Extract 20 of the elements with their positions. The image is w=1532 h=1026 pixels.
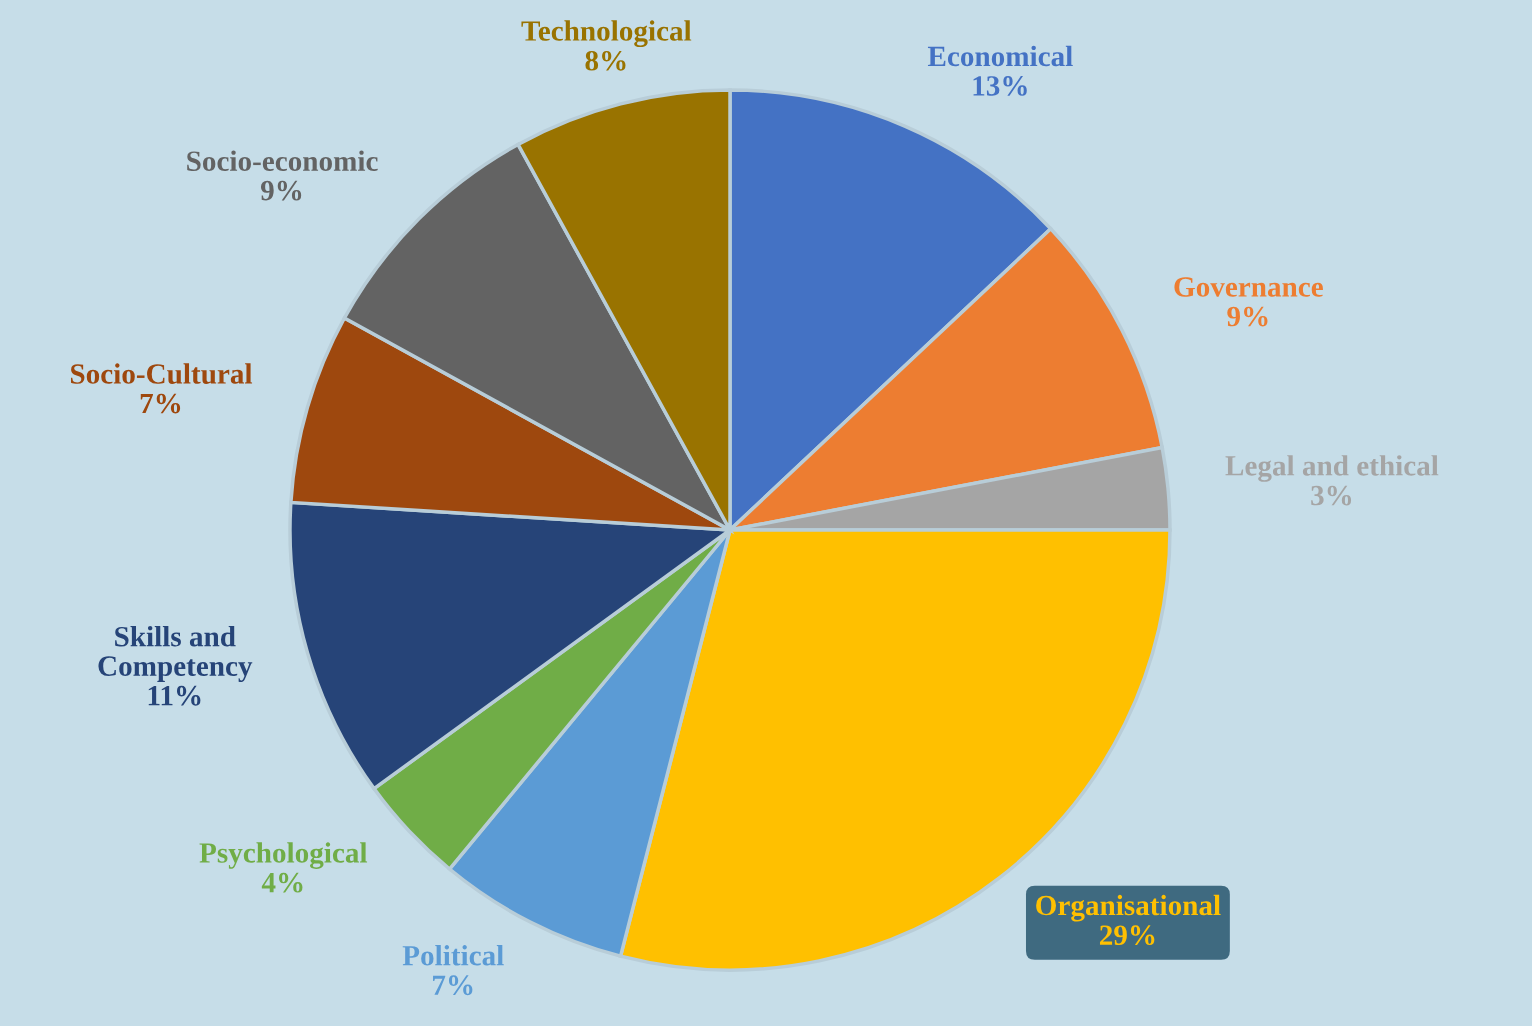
data-label: 13% — [973, 76, 1027, 96]
slice-label: Technological — [521, 20, 692, 48]
data-label: 3% — [1311, 485, 1352, 506]
slice-label: Economical — [927, 45, 1073, 67]
slice-label: Political — [402, 945, 504, 966]
data-label: 7% — [433, 975, 473, 996]
slice-label: Psychological — [199, 842, 368, 869]
slice-label: Socio-Cultural — [71, 363, 253, 384]
slice-label: Governance — [1174, 277, 1323, 297]
data-label: 8% — [585, 50, 626, 71]
data-label: 9% — [260, 180, 302, 201]
data-label: 11% — [148, 685, 201, 706]
data-label: 29% — [1099, 925, 1155, 946]
slice-label: Organisational — [1036, 894, 1221, 922]
data-label: 4% — [261, 872, 303, 893]
data-label: 9% — [1227, 306, 1268, 327]
slice-label: Socio-economic — [187, 150, 378, 171]
slice-label: Skills and Competency — [98, 625, 253, 682]
data-label: 7% — [140, 393, 181, 414]
slice-label: Legal and ethical — [1225, 455, 1439, 482]
